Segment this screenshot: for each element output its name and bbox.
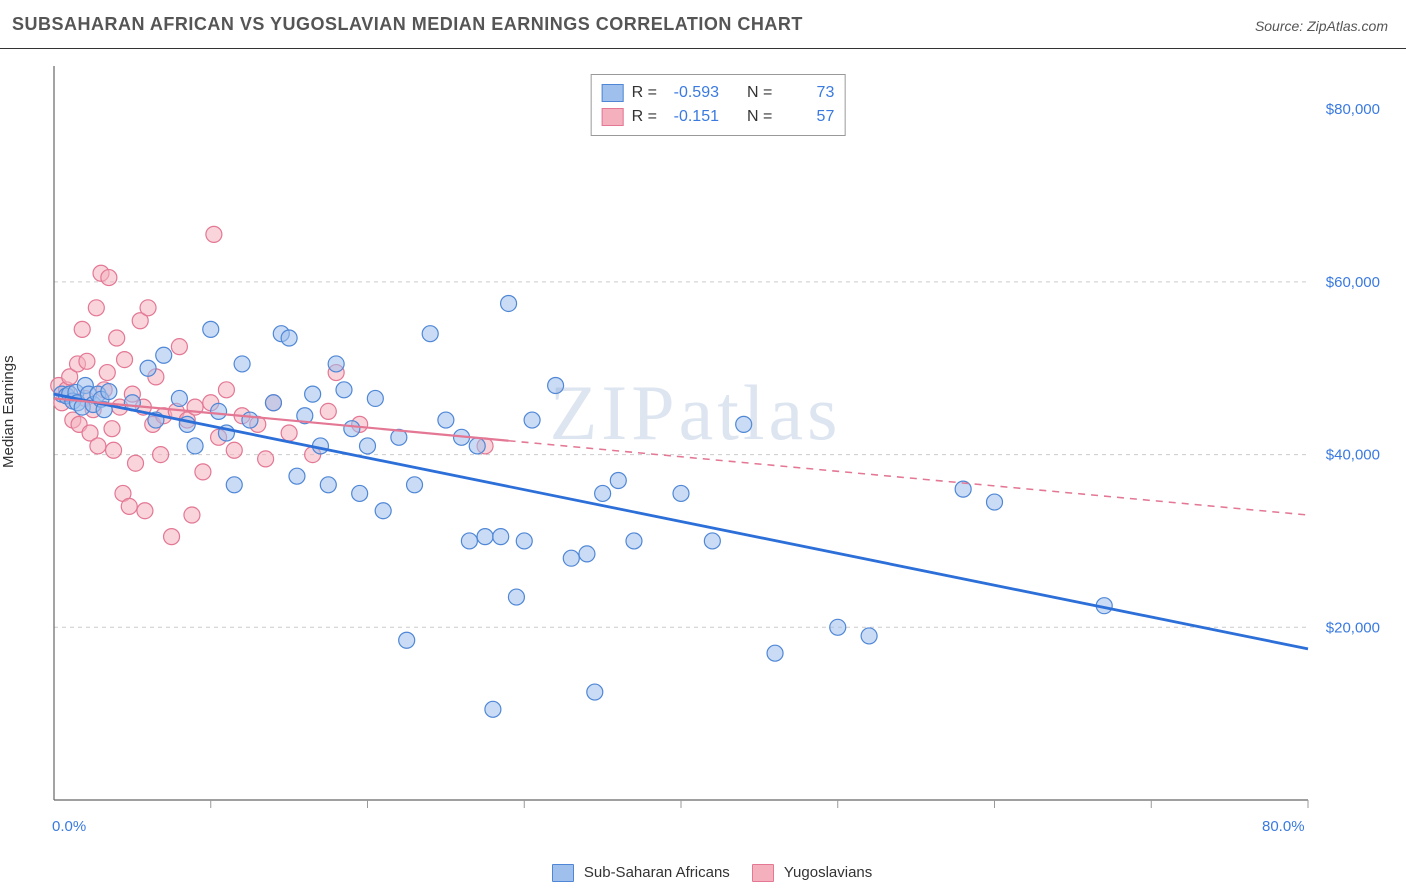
correlation-legend-box: R = -0.593 N = 73 R = -0.151 N = 57 [591,74,846,136]
y-axis-label: Median Earnings [0,355,17,468]
r-label: R = [632,108,657,126]
series-legend: Sub-Saharan Africans Yugoslavians [0,864,1406,882]
legend-label-subsaharan: Sub-Saharan Africans [584,864,730,881]
chart-container: Median Earnings $20,000 $40,000 $60,000 $80… [0,48,1406,892]
legend-swatch-blue [602,84,624,102]
x-axis-max-label: 80.0% [1262,818,1305,835]
svg-text:$40,000: $40,000 [1326,447,1380,464]
n-value-1: 73 [780,84,834,102]
chart-title: SUBSAHARAN AFRICAN VS YUGOSLAVIAN MEDIAN… [12,14,803,35]
scatter-chart-svg: $20,000 $40,000 $60,000 $80,000 [48,60,1388,830]
legend-swatch-pink [602,108,624,126]
header: SUBSAHARAN AFRICAN VS YUGOSLAVIAN MEDIAN… [0,0,1406,49]
legend-swatch-yugoslavian [752,864,774,882]
correlation-legend-row-2: R = -0.151 N = 57 [602,105,835,129]
r-value-1: -0.593 [665,84,719,102]
legend-swatch-subsaharan [552,864,574,882]
n-label: N = [747,108,772,126]
legend-label-yugoslavian: Yugoslavians [784,864,872,881]
svg-text:$60,000: $60,000 [1326,274,1380,291]
x-axis-min-label: 0.0% [52,818,86,835]
r-value-2: -0.151 [665,108,719,126]
n-value-2: 57 [780,108,834,126]
source-attribution: Source: ZipAtlas.com [1255,18,1388,34]
plot-area: $20,000 $40,000 $60,000 $80,000 R = -0.593 … [48,60,1388,830]
correlation-legend-row-1: R = -0.593 N = 73 [602,81,835,105]
n-label: N = [747,84,772,102]
r-label: R = [632,84,657,102]
svg-text:$20,000: $20,000 [1326,619,1380,636]
svg-text:$80,000: $80,000 [1326,101,1380,118]
